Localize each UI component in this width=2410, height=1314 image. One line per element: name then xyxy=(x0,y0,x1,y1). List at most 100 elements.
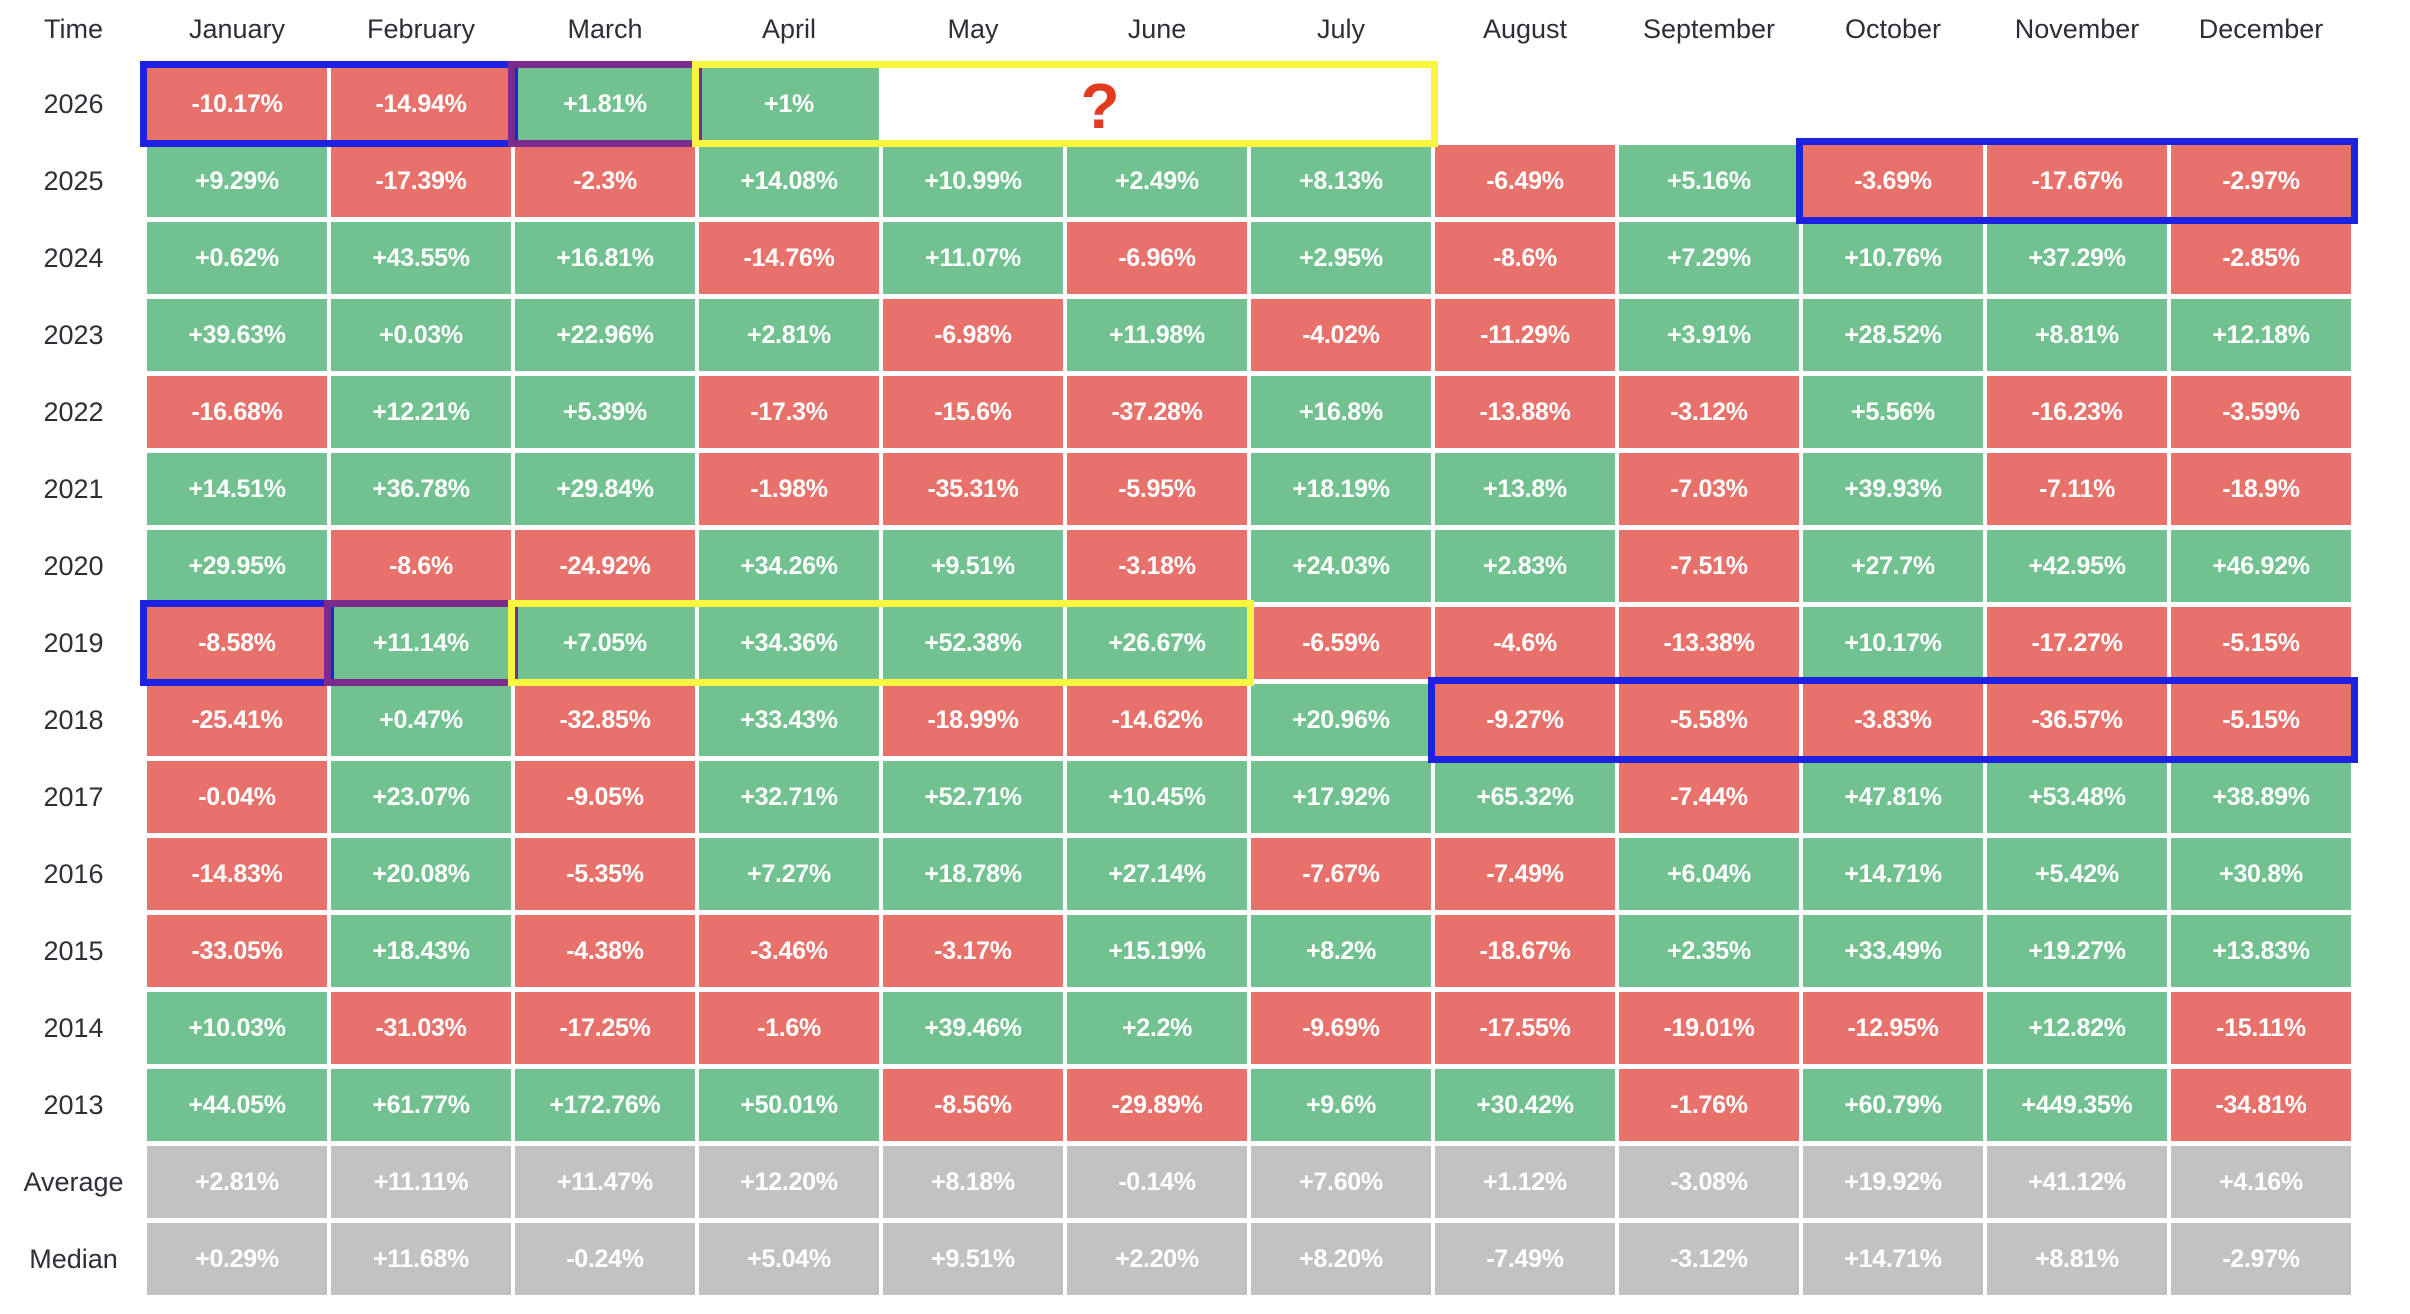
heatmap-cell: -14.62% xyxy=(1067,684,1247,756)
heatmap-cell: +2.2% xyxy=(1067,992,1247,1064)
heatmap-cell: -7.67% xyxy=(1251,838,1431,910)
heatmap-cell: +5.04% xyxy=(699,1223,879,1295)
heatmap-cell: +50.01% xyxy=(699,1069,879,1141)
heatmap-cell: +39.63% xyxy=(147,299,327,371)
heatmap-cell: +33.43% xyxy=(699,684,879,756)
row-label: Average xyxy=(23,1166,124,1197)
time-column-header: Time xyxy=(44,13,103,44)
heatmap-cell: +10.03% xyxy=(147,992,327,1064)
heatmap-cell: +18.19% xyxy=(1251,453,1431,525)
row-label: 2022 xyxy=(43,396,104,427)
heatmap-cell: +14.71% xyxy=(1803,838,1983,910)
row-label: 2023 xyxy=(43,319,104,350)
heatmap-cell: +14.08% xyxy=(699,145,879,217)
heatmap-cell: +22.96% xyxy=(515,299,695,371)
highlight-box-yellow[interactable] xyxy=(692,61,1438,147)
heatmap-cell: +39.93% xyxy=(1803,453,1983,525)
month-header: December xyxy=(2198,13,2324,44)
highlight-box-blue[interactable] xyxy=(140,600,334,686)
heatmap-cell: -3.17% xyxy=(883,915,1063,987)
heatmap-cell: +172.76% xyxy=(515,1069,695,1141)
heatmap-cell: +11.11% xyxy=(331,1146,511,1218)
month-header: September xyxy=(1642,13,1776,44)
highlight-box-blue[interactable] xyxy=(1428,677,2358,763)
heatmap-cell: +24.03% xyxy=(1251,530,1431,602)
heatmap-cell: -6.59% xyxy=(1251,607,1431,679)
heatmap-cell: -3.46% xyxy=(699,915,879,987)
heatmap-cell: +5.42% xyxy=(1987,838,2167,910)
heatmap-cell: -7.44% xyxy=(1619,761,1799,833)
month-header: March xyxy=(567,13,643,44)
heatmap-cell: -17.55% xyxy=(1435,992,1615,1064)
highlight-box-blue[interactable] xyxy=(140,61,518,147)
heatmap-cell: -4.6% xyxy=(1435,607,1615,679)
row-label: 2026 xyxy=(43,88,104,119)
heatmap-cell: -18.67% xyxy=(1435,915,1615,987)
heatmap-cell: +43.55% xyxy=(331,222,511,294)
heatmap-cell: -10.17% xyxy=(147,68,327,140)
heatmap-cell: +14.51% xyxy=(147,453,327,525)
heatmap-cell: -7.11% xyxy=(1987,453,2167,525)
heatmap-cell: +1.81% xyxy=(515,68,695,140)
month-header: November xyxy=(2014,13,2140,44)
heatmap-cell: -9.27% xyxy=(1435,684,1615,756)
heatmap-cell: +28.52% xyxy=(1803,299,1983,371)
month-header: May xyxy=(947,13,999,44)
heatmap-cell: -37.28% xyxy=(1067,376,1247,448)
heatmap-cell: -7.49% xyxy=(1435,838,1615,910)
row-label: Median xyxy=(29,1243,118,1274)
heatmap-cell: -16.68% xyxy=(147,376,327,448)
heatmap-cell: +8.81% xyxy=(1987,299,2167,371)
highlight-box-blue[interactable] xyxy=(1796,138,2358,224)
heatmap-cell: -8.6% xyxy=(331,530,511,602)
row-label: 2016 xyxy=(43,858,104,889)
heatmap-cell: +7.05% xyxy=(515,607,695,679)
heatmap-cell: -17.67% xyxy=(1987,145,2167,217)
heatmap-cell: +20.96% xyxy=(1251,684,1431,756)
heatmap-cell: +13.83% xyxy=(2171,915,2351,987)
heatmap-cell: +10.76% xyxy=(1803,222,1983,294)
heatmap-cell: +16.81% xyxy=(515,222,695,294)
row-label: 2024 xyxy=(43,242,104,273)
heatmap-cell: -0.24% xyxy=(515,1223,695,1295)
heatmap-cell: -6.49% xyxy=(1435,145,1615,217)
heatmap-cell: -15.11% xyxy=(2171,992,2351,1064)
heatmap-cell: +29.84% xyxy=(515,453,695,525)
heatmap-cell: +11.47% xyxy=(515,1146,695,1218)
heatmap-cell: +8.2% xyxy=(1251,915,1431,987)
heatmap-cell: +9.29% xyxy=(147,145,327,217)
heatmap-cell: -15.6% xyxy=(883,376,1063,448)
heatmap-cell: -1.76% xyxy=(1619,1069,1799,1141)
heatmap-cell: -17.25% xyxy=(515,992,695,1064)
heatmap-cell: -2.3% xyxy=(515,145,695,217)
heatmap-cell: -12.95% xyxy=(1803,992,1983,1064)
heatmap-cell: -36.57% xyxy=(1987,684,2167,756)
heatmap-cell: +19.27% xyxy=(1987,915,2167,987)
heatmap-cell: +33.49% xyxy=(1803,915,1983,987)
heatmap-cell: +46.92% xyxy=(2171,530,2351,602)
month-header: June xyxy=(1127,13,1187,44)
heatmap-cell: +8.18% xyxy=(883,1146,1063,1218)
heatmap-cell: -31.03% xyxy=(331,992,511,1064)
heatmap-cell: -6.96% xyxy=(1067,222,1247,294)
heatmap-cell: +61.77% xyxy=(331,1069,511,1141)
heatmap-cell: -2.85% xyxy=(2171,222,2351,294)
heatmap-cell: -18.99% xyxy=(883,684,1063,756)
heatmap-cell: +449.35% xyxy=(1987,1069,2167,1141)
heatmap-cell: +23.07% xyxy=(331,761,511,833)
heatmap-cell: +6.04% xyxy=(1619,838,1799,910)
heatmap-cell: -13.38% xyxy=(1619,607,1799,679)
highlight-box-yellow[interactable] xyxy=(508,600,1254,686)
heatmap-cell: +29.95% xyxy=(147,530,327,602)
heatmap-cell: -1.6% xyxy=(699,992,879,1064)
row-label: 2015 xyxy=(43,935,104,966)
question-mark-annotation[interactable]: ? xyxy=(1080,70,1120,142)
highlight-box-purple[interactable] xyxy=(324,600,518,686)
heatmap-cell: -11.29% xyxy=(1435,299,1615,371)
heatmap-cell: +17.92% xyxy=(1251,761,1431,833)
heatmap-cell: +5.56% xyxy=(1803,376,1983,448)
heatmap-cell: +27.14% xyxy=(1067,838,1247,910)
heatmap-cell: -7.03% xyxy=(1619,453,1799,525)
highlight-box-purple[interactable] xyxy=(508,61,702,147)
